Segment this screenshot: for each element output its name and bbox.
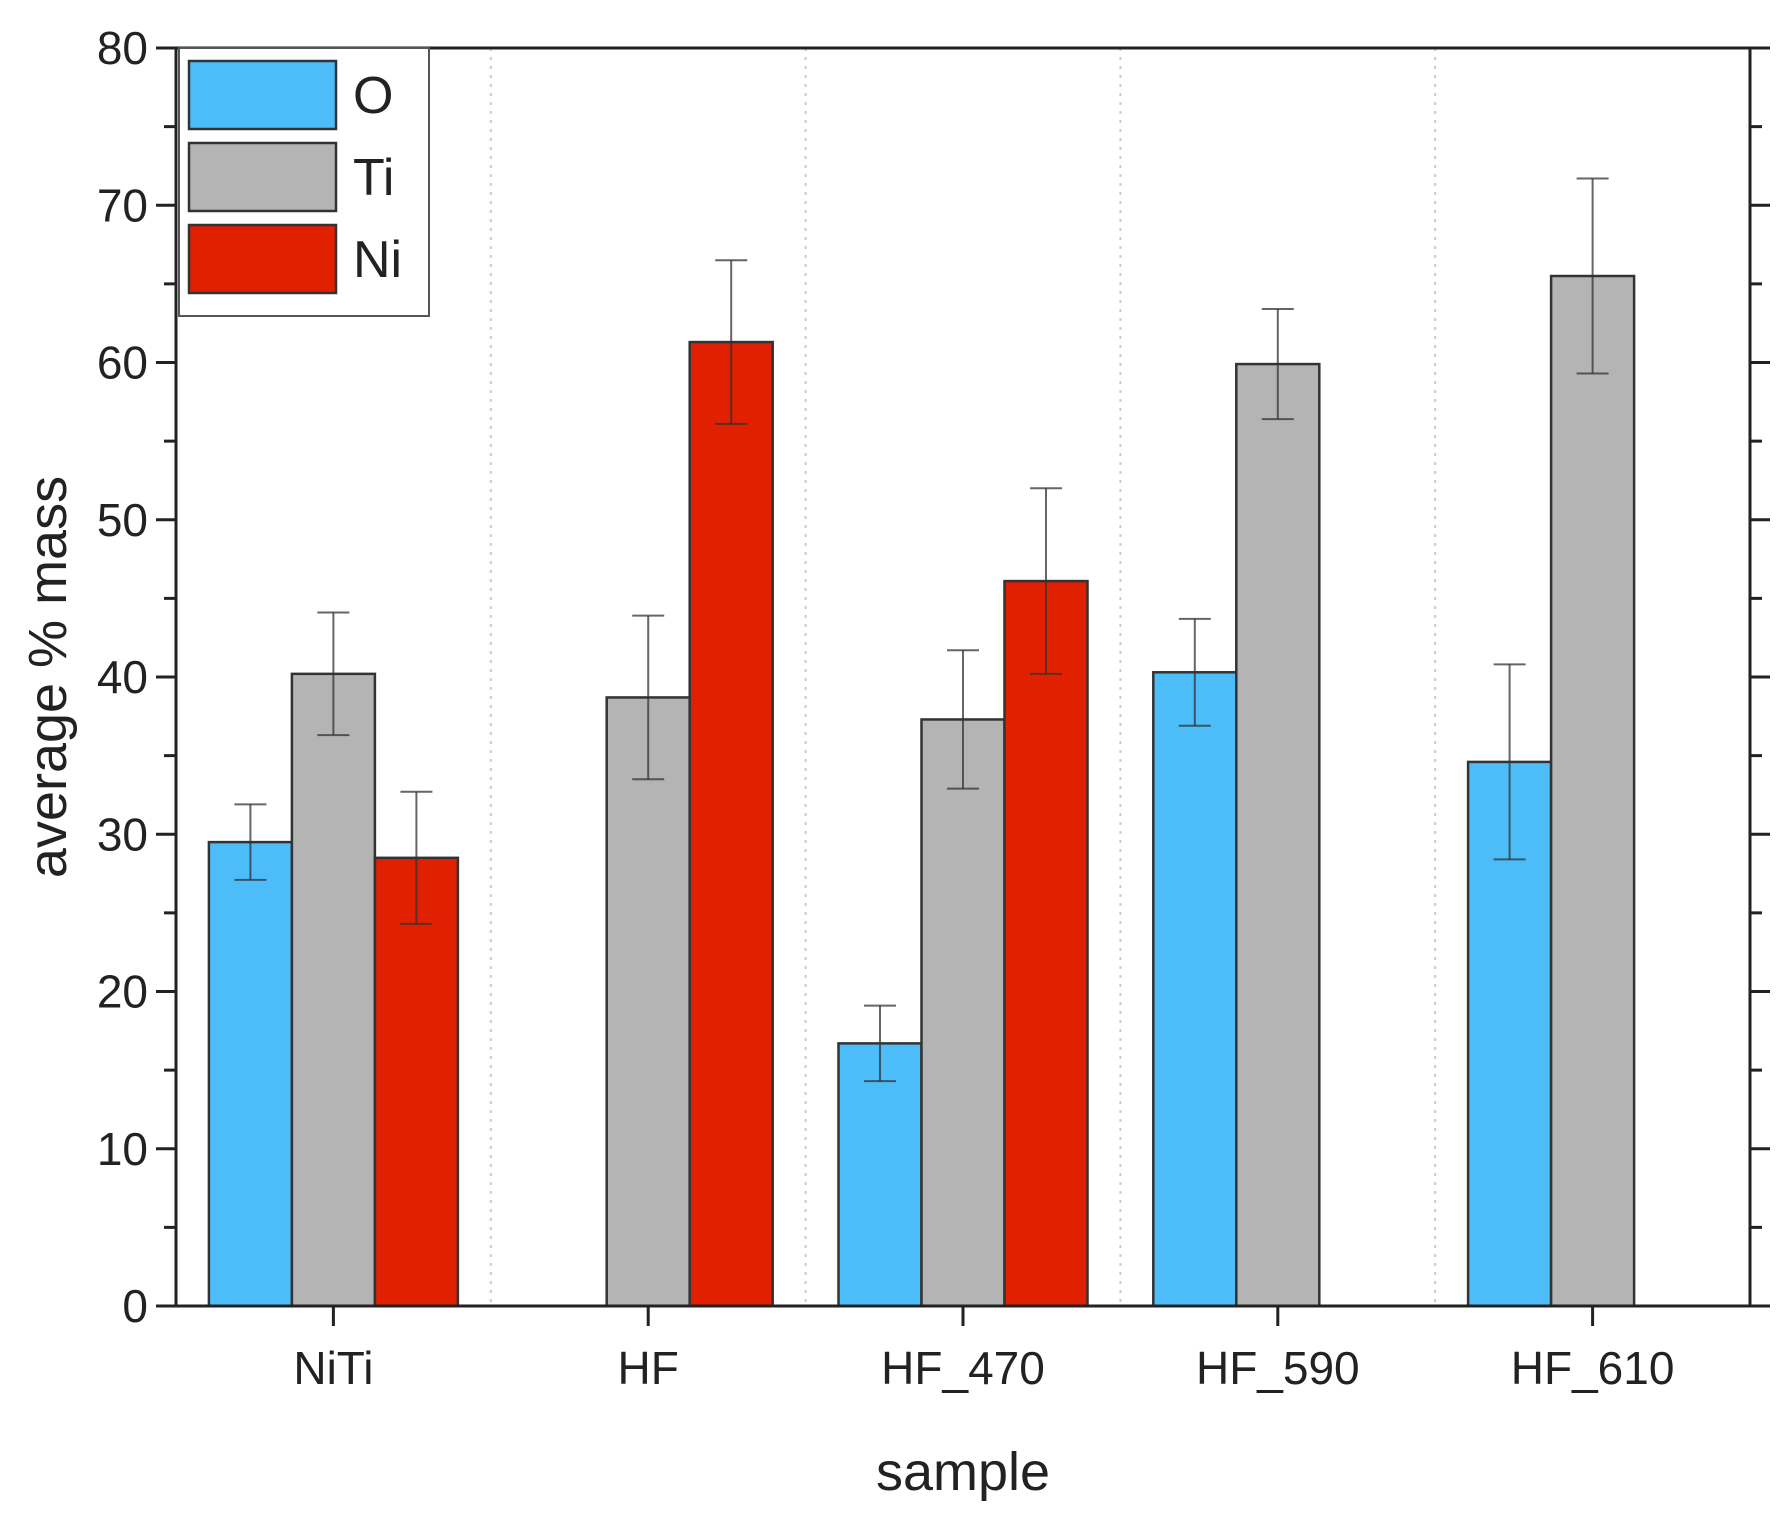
bar-ti-hf: [605, 696, 691, 1308]
error-bar-o-hf_610: [1493, 663, 1526, 861]
bar-o-hf_590: [1152, 671, 1238, 1308]
y-tick-label: 40: [97, 651, 148, 703]
error-bar-ni-niti: [400, 790, 433, 925]
bar-ti-hf_470: [920, 718, 1006, 1308]
error-bar-o-hf_470: [864, 1004, 896, 1083]
legend-label-ni: Ni: [353, 231, 402, 289]
bar-ti-niti: [290, 672, 377, 1308]
y-tick-label: 10: [97, 1123, 148, 1175]
error-bar-ti-hf_470: [947, 649, 979, 790]
y-tick-label: 70: [97, 179, 148, 231]
bar-ti-hf_610: [1549, 274, 1636, 1308]
legend-label-ti: Ti: [353, 149, 394, 207]
bar-ni-hf_470: [1003, 579, 1089, 1308]
axis-ticks: [156, 46, 1770, 1326]
error-bar-ti-hf: [632, 614, 665, 781]
y-tick-label: 30: [97, 808, 148, 860]
error-bar-ti-niti: [317, 611, 350, 737]
x-tick-label: NiTi: [293, 1342, 373, 1394]
bar-ni-hf: [688, 340, 774, 1308]
bar-o-niti: [207, 840, 294, 1308]
x-tick-label: HF_610: [1511, 1342, 1675, 1394]
error-bar-ti-hf_590: [1261, 308, 1294, 421]
legend-swatch-o: [187, 59, 338, 131]
bar-ti-hf_590: [1235, 362, 1321, 1308]
legend-swatch-ti: [187, 141, 338, 213]
y-tick-label: 80: [97, 22, 148, 74]
legend-swatch-ni: [187, 223, 338, 295]
x-tick-label: HF: [618, 1342, 679, 1394]
y-tick-label: 0: [122, 1280, 148, 1332]
bar-ni-niti: [373, 856, 460, 1308]
error-bar-o-hf_590: [1178, 617, 1211, 727]
y-axis-title: average % mass: [18, 476, 78, 878]
error-bar-ti-hf_610: [1576, 177, 1609, 375]
x-axis-title: sample: [876, 1442, 1050, 1502]
error-bar-ni-hf_470: [1030, 487, 1062, 675]
legend: O Ti Ni: [178, 47, 430, 317]
x-tick-label: HF_470: [881, 1342, 1045, 1394]
error-bar-o-niti: [234, 803, 267, 881]
bar-o-hf_470: [837, 1042, 923, 1308]
y-tick-label: 50: [97, 494, 148, 546]
error-bars: [234, 177, 1609, 1083]
grid-separators: [489, 48, 1437, 1306]
y-tick-label: 60: [97, 337, 148, 389]
y-tick-label: 20: [97, 966, 148, 1018]
legend-label-o: O: [353, 67, 393, 125]
x-tick-label: HF_590: [1196, 1342, 1360, 1394]
error-bar-ni-hf: [715, 259, 748, 425]
